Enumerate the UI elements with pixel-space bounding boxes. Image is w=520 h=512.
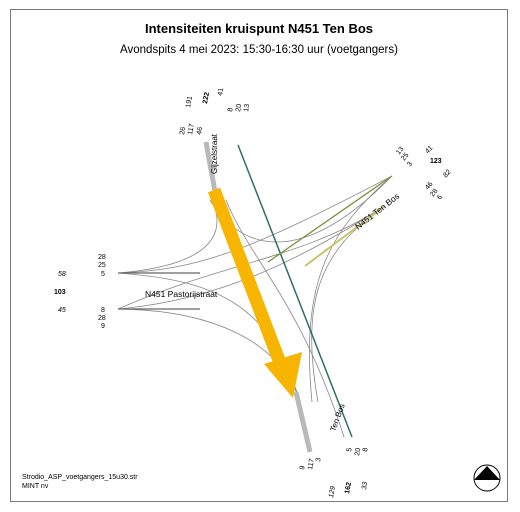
street-label-north: Gijzelstraat [210,133,219,174]
count-label: 82 [442,169,452,180]
count-label: 5 [101,271,105,278]
east-link-upper [267,175,393,263]
curve-north-east [209,175,393,243]
count-label: 5 [346,447,354,452]
count-label: 41 [217,87,225,96]
count-label: 13 [395,146,405,157]
curve-west-east-2 [117,205,386,310]
south-counts: 9 117 3 5 20 8 129 162 33 [299,447,370,498]
count-label: 58 [58,271,66,278]
south-road-bar [293,391,313,453]
compass-icon [473,464,501,492]
count-label: 41 [424,145,434,156]
count-label: 26 [179,126,187,135]
count-label: 28 [429,188,439,199]
count-label: 28 [98,254,106,261]
count-label: 45 [58,307,66,314]
west-counts: 28 25 5 58 103 45 8 28 9 [54,254,106,330]
count-label: 129 [328,486,337,499]
curve-north-south [225,199,345,438]
page-subtitle: Avondspits 4 mei 2023: 15:30-16:30 uur (… [120,44,398,56]
count-label: 117 [187,123,196,135]
count-label: 117 [307,458,316,470]
east-link-lower [304,205,386,267]
count-label: 33 [361,481,369,490]
count-label: 6 [436,194,444,202]
count-label: 46 [196,126,204,135]
count-label: 9 [101,323,105,330]
count-label: 25 [400,152,410,163]
count-label: 8 [227,107,235,112]
count-label: 9 [299,465,307,470]
count-label: 20 [354,447,362,456]
count-label: 123 [430,158,442,165]
pedestrian-flow-arrow [207,187,289,371]
curve-north-west [117,204,218,274]
count-label: 8 [101,307,105,314]
count-label: 3 [406,161,414,169]
north-counts: 191 222 41 8 20 13 26 117 46 [179,87,251,135]
count-label: 28 [98,315,106,322]
count-label: 25 [98,262,106,269]
east-counts: 13 25 3 41 123 82 46 28 6 [395,145,452,202]
count-label: 103 [54,289,66,296]
count-label: 46 [424,181,434,192]
count-label: 20 [235,103,243,112]
street-label-west: N451 Pastorijstraat [145,289,218,299]
count-label: 191 [185,96,194,109]
page-title: Intensiteiten kruispunt N451 Ten Bos [144,21,374,36]
curve-east-west [117,205,386,310]
count-label: 3 [315,457,323,462]
count-label: 13 [243,103,251,112]
footer-company: MINT nv [22,483,49,490]
arrow-head [264,352,302,398]
north-south-link [237,144,353,438]
count-label: 222 [202,92,211,105]
street-label-east: N451 Ten Bos [353,191,401,232]
footer-filename: Strodio_ASP_voetgangers_15u30.str [22,474,138,481]
count-label: 162 [344,482,353,495]
curve-east-south-2 [309,175,393,403]
diagram-frame [10,9,508,502]
count-label: 8 [362,447,370,452]
north-road-bar [203,141,219,198]
curve-east-south [311,205,386,403]
